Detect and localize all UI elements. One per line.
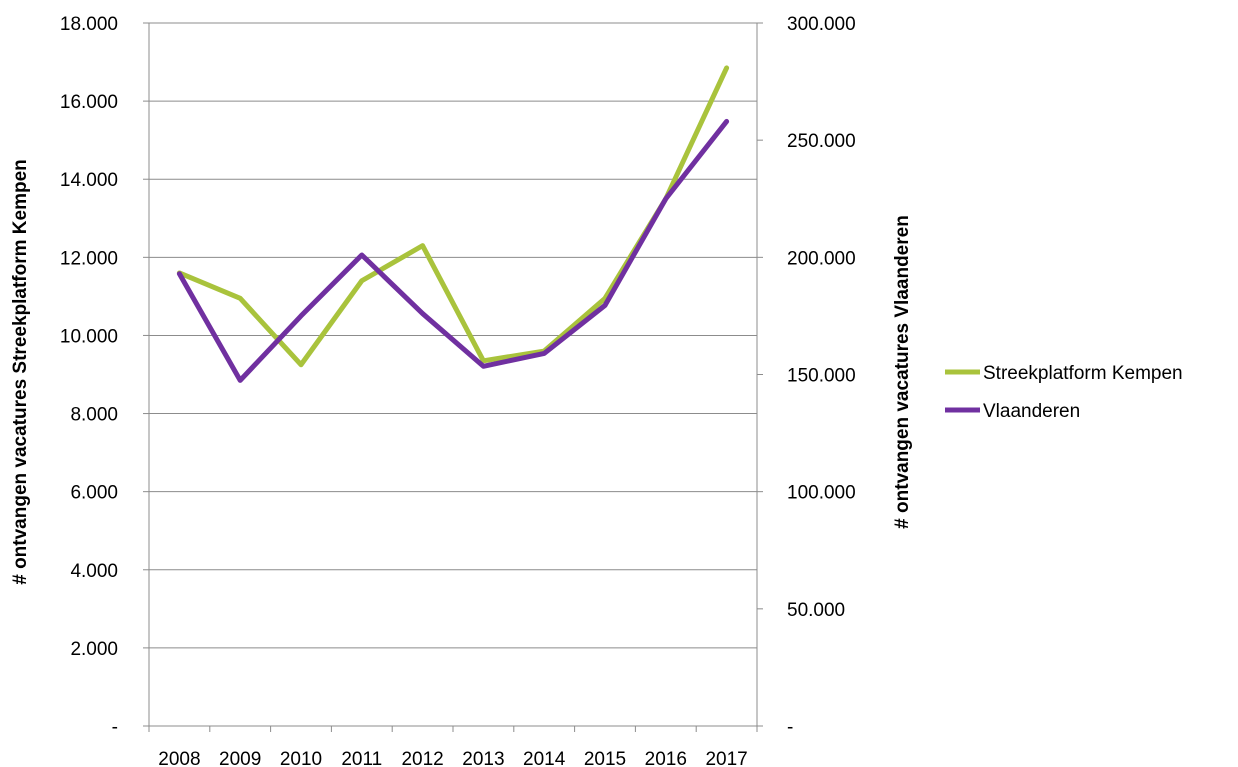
left-tick-label: 16.000: [60, 92, 118, 113]
left-tick-label: 6.000: [70, 483, 118, 504]
x-tick-label: 2015: [584, 749, 626, 767]
x-tick-label: 2009: [219, 749, 261, 767]
right-axis-title: # ontvangen vacatures Vlaanderen: [892, 215, 913, 529]
left-tick-label: 10.000: [60, 326, 118, 347]
right-tick-label: 300.000: [787, 14, 856, 35]
right-axis-ticks: - 50.000 100.000 150.000 200.000 250.000 300.0…: [757, 14, 856, 738]
left-tick-label: 14.000: [60, 170, 118, 191]
series-line-streekplatform-kempen: [176, 65, 730, 368]
right-tick-label: 250.000: [787, 131, 856, 152]
right-tick-label: 50.000: [787, 600, 845, 621]
left-tick-label: 18.000: [60, 14, 118, 35]
right-tick-label: 100.000: [787, 483, 856, 504]
left-tick-label: 4.000: [70, 561, 118, 582]
x-tick-label: 2011: [341, 749, 382, 767]
legend: Streekplatform Kempen Vlaanderen: [945, 363, 1183, 422]
right-tick-label: -: [787, 717, 793, 738]
left-tick-label: -: [112, 717, 118, 738]
axes: [148, 23, 758, 727]
x-axis-ticks: 2008 2009 2010 2011 2012 2013 2014 2015 2016 2017: [148, 726, 758, 767]
left-tick-label: 2.000: [70, 639, 118, 660]
series-lines: [176, 65, 730, 383]
left-axis-title: # ontvangen vacatures Streekplatform Kem…: [10, 159, 31, 585]
gridlines: [149, 22, 757, 649]
left-axis-ticks: - 2.000 4.000 6.000 8.000 10.000 12.000 14.000 1…: [60, 14, 149, 738]
left-tick-label: 12.000: [60, 248, 118, 269]
x-tick-label: 2013: [462, 749, 504, 767]
series-line-vlaanderen: [176, 118, 730, 383]
right-tick-label: 150.000: [787, 366, 856, 387]
left-tick-label: 8.000: [70, 405, 118, 426]
x-tick-label: 2014: [523, 749, 566, 767]
x-tick-label: 2012: [401, 749, 443, 767]
legend-label: Streekplatform Kempen: [983, 363, 1183, 384]
right-tick-label: 200.000: [787, 248, 856, 269]
x-tick-label: 2010: [280, 749, 322, 767]
x-tick-label: 2017: [705, 749, 747, 767]
x-tick-label: 2008: [158, 749, 200, 767]
legend-label: Vlaanderen: [983, 401, 1080, 422]
x-tick-label: 2016: [645, 749, 687, 767]
